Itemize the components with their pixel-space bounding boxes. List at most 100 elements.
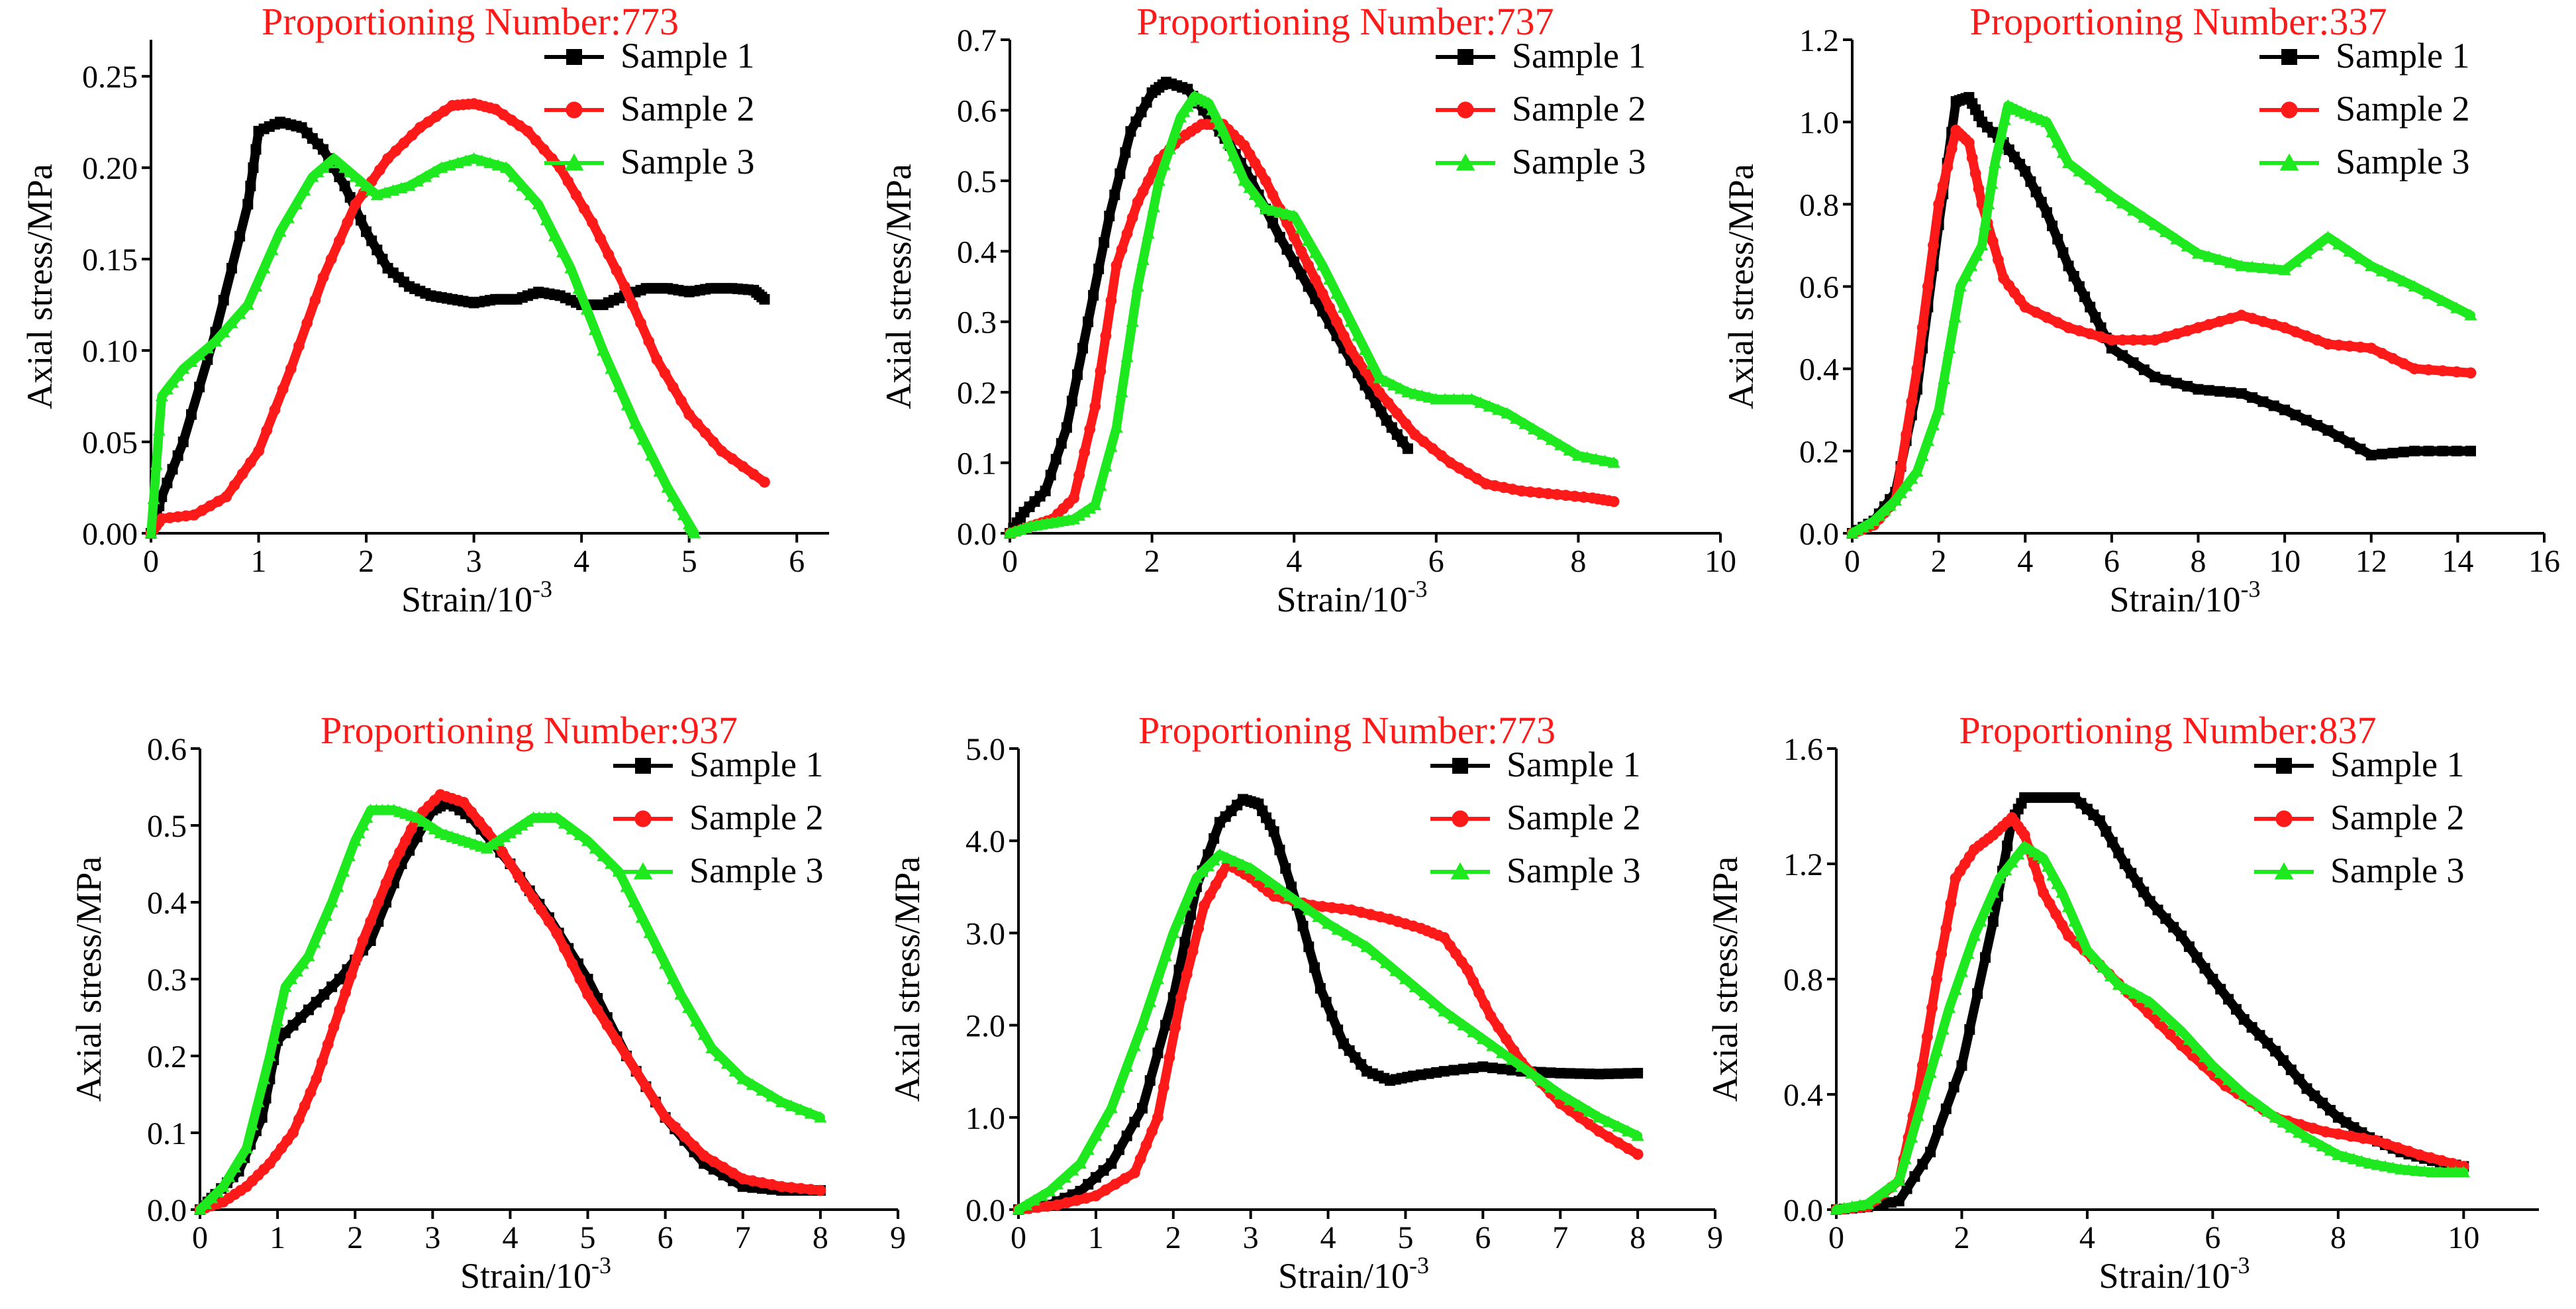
data-point <box>1267 217 1279 229</box>
data-point <box>325 896 338 908</box>
y-tick-label: 0.8 <box>1783 963 1823 998</box>
data-point <box>666 972 679 984</box>
data-point <box>1167 926 1180 939</box>
data-point <box>2044 898 2056 910</box>
data-point <box>1331 316 1342 328</box>
y-tick-label: 0.7 <box>957 23 997 58</box>
data-point <box>2365 342 2377 354</box>
data-point <box>2436 294 2450 306</box>
x-tick-label: 0 <box>1002 544 1018 579</box>
data-point <box>689 1015 703 1027</box>
data-point <box>480 842 493 854</box>
data-point <box>2450 301 2463 313</box>
data-point <box>1911 1110 1924 1122</box>
x-tick-label: 6 <box>789 544 805 579</box>
data-point <box>1632 1149 1644 1160</box>
data-point <box>2403 1145 2414 1157</box>
data-point <box>1969 168 1981 180</box>
data-point <box>1946 143 1957 154</box>
chart-panel-1: 0 1 2 3 4 5 6 0.00 0.05 0.10 0.15 0.20 0.25 Proportio… <box>20 0 829 619</box>
data-point <box>2365 259 2378 272</box>
data-point <box>512 870 524 881</box>
data-point <box>1507 1065 1518 1076</box>
data-point <box>1905 472 1918 484</box>
data-point <box>2345 1130 2357 1142</box>
data-point <box>1144 996 1157 1008</box>
data-point <box>2203 250 2216 262</box>
data-point <box>1050 1178 1064 1190</box>
x-axis-label-exponent: -3 <box>2241 576 2261 602</box>
data-point <box>581 834 595 846</box>
data-point <box>1427 443 1438 454</box>
data-point <box>785 1182 797 1194</box>
data-point <box>1536 428 1550 440</box>
series-sample-3 <box>1830 840 2470 1215</box>
data-point <box>2183 1033 2196 1045</box>
data-point <box>311 1073 322 1085</box>
legend-entry: Sample 1 <box>2259 36 2469 76</box>
data-point <box>1168 127 1182 138</box>
data-point <box>1931 973 1942 985</box>
y-tick-label: 0.6 <box>957 93 997 129</box>
data-point <box>1987 916 1999 927</box>
legend-swatch-marker <box>1457 101 1474 119</box>
data-point <box>1295 245 1307 257</box>
data-point <box>1869 1192 1882 1204</box>
data-point <box>1961 947 1975 959</box>
data-point <box>2355 443 2366 454</box>
data-point <box>1448 393 1461 405</box>
data-point <box>2324 1144 2337 1156</box>
data-point <box>1089 1129 1103 1141</box>
data-point <box>155 390 168 401</box>
data-point <box>1949 983 1962 995</box>
data-point <box>1274 232 1285 242</box>
data-point <box>1274 845 1285 856</box>
data-point <box>2083 173 2097 185</box>
data-point <box>196 505 208 516</box>
data-point <box>574 973 586 985</box>
data-point <box>2097 961 2110 973</box>
y-tick-label: 0.5 <box>147 809 187 844</box>
data-point <box>1227 150 1240 162</box>
data-point <box>1130 116 1142 127</box>
data-point <box>2379 1160 2392 1172</box>
data-point <box>319 909 332 921</box>
data-point <box>1574 1112 1585 1124</box>
data-point <box>492 834 505 846</box>
data-point <box>669 1121 681 1133</box>
data-point <box>805 1184 817 1195</box>
data-point <box>720 1057 734 1069</box>
data-point <box>718 1161 729 1173</box>
data-point <box>1320 996 1332 1008</box>
data-point <box>339 180 350 191</box>
data-point <box>2050 908 2061 920</box>
data-point <box>746 1078 760 1090</box>
data-point <box>1603 1131 1614 1143</box>
data-point <box>2279 404 2291 415</box>
data-point <box>2293 1126 2306 1138</box>
data-point <box>236 468 248 480</box>
data-point <box>2225 387 2236 398</box>
data-point <box>1461 964 1473 976</box>
legend-entry: Sample 3 <box>544 142 754 182</box>
data-point <box>1187 945 1199 957</box>
data-point <box>589 842 602 854</box>
data-point <box>2079 291 2091 303</box>
data-point <box>2073 325 2085 337</box>
data-point <box>2371 1158 2384 1171</box>
data-point <box>1058 1171 1071 1182</box>
data-point <box>1394 382 1407 394</box>
data-point <box>234 1151 248 1163</box>
data-point <box>285 972 298 984</box>
data-point <box>2422 287 2435 299</box>
x-tick-label: 4 <box>1320 1220 1336 1255</box>
data-point <box>1493 1021 1505 1033</box>
x-tick-label: 2 <box>1931 544 1947 579</box>
data-point <box>2253 1099 2267 1112</box>
data-point <box>211 1186 224 1198</box>
x-tick-label: 3 <box>466 544 482 579</box>
data-point <box>1303 281 1314 292</box>
data-point <box>2138 211 2151 223</box>
data-point <box>1966 152 1978 164</box>
